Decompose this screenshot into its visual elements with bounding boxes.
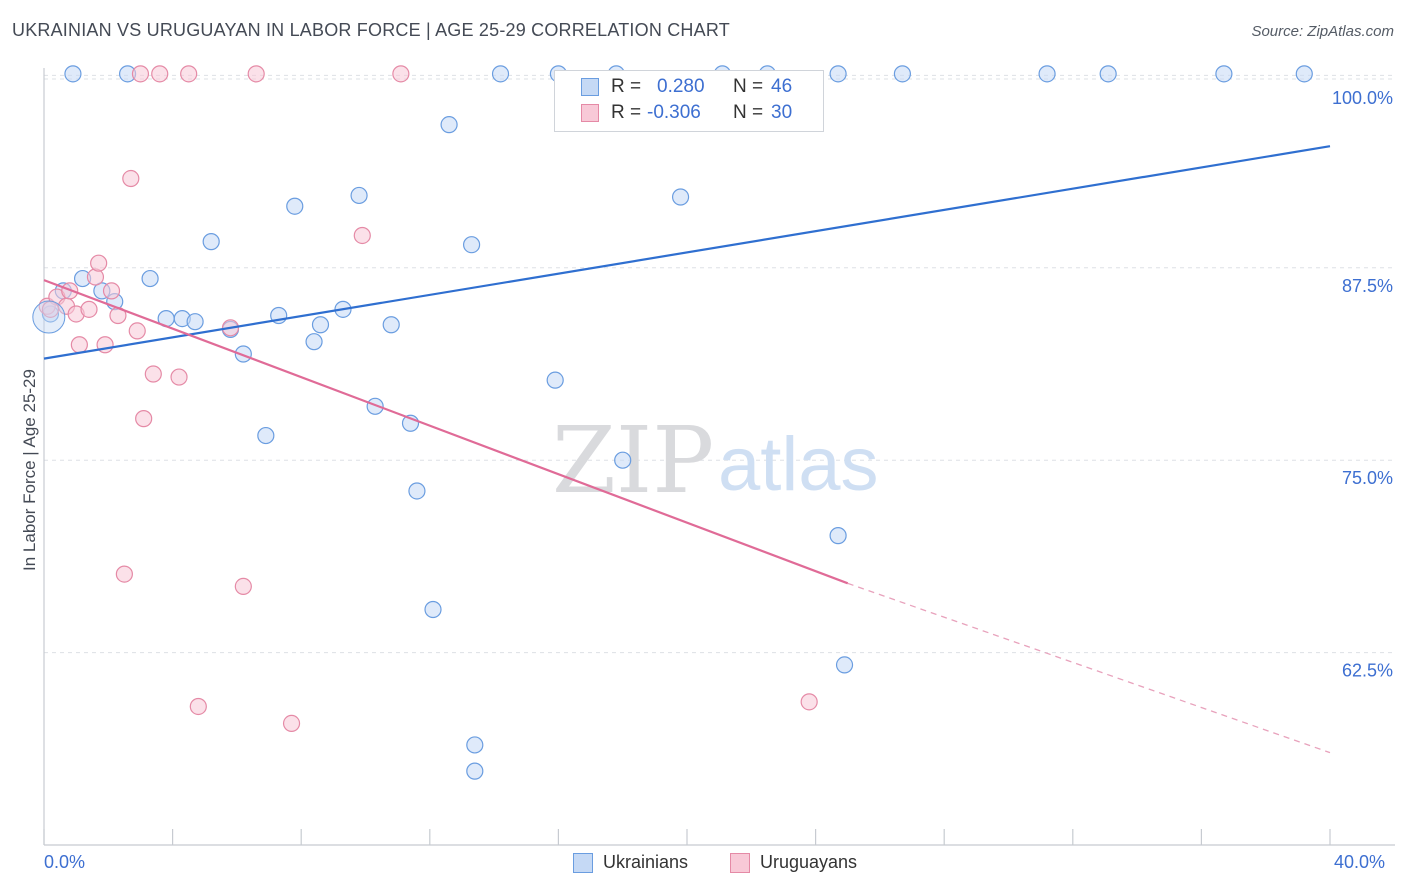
ukrainians-trend-line [43,145,1331,360]
ukrainians-point [32,300,66,334]
ukrainians-point [835,656,854,674]
uruguayans-point [189,697,207,716]
ukrainians-point [462,236,481,254]
n-value: 30 [771,102,793,123]
ukrainians-point [202,233,220,251]
ukrainians-point [829,65,847,83]
uruguayans-point [70,336,88,354]
ukrainians-point [141,269,159,288]
legend-label: Ukrainians [603,852,689,872]
x-tick-label-min: 0.0% [44,852,86,872]
uruguayans-point [234,577,252,596]
ukrainians-point [408,482,426,500]
ukrainians-point [893,65,912,83]
uruguayans-point [151,65,169,83]
uruguayans-point [392,65,410,83]
r-label: R = [611,102,642,123]
uruguayans-point [353,226,371,245]
uruguayans-legend-swatch [730,853,750,873]
uruguayans-point [102,282,121,300]
ukrainians-point [311,316,330,334]
trend-lines [43,145,1331,754]
chart-title: UKRAINIAN VS URUGUAYAN IN LABOR FORCE | … [12,20,730,40]
uruguayans-point [144,365,162,383]
ukrainians-point [546,371,564,389]
ukrainians-point [1295,65,1313,83]
uruguayans-swatch [581,104,599,122]
r-label: R = [611,76,642,97]
ukrainians-point [186,313,204,331]
ukrainians-point [671,188,690,206]
ukrainians-point [305,333,323,351]
ukrainians-point [1099,65,1117,83]
uruguayans-point [180,65,198,83]
ukrainians-point [614,451,632,469]
ukrainians-point [350,186,368,205]
ukrainians-point [1215,65,1233,83]
uruguayans-point [247,65,265,83]
watermark: ZIP atlas [552,407,879,514]
ukrainians-swatch [581,78,599,96]
watermark-atlas: atlas [718,422,879,507]
chart-source: Source: ZipAtlas.com [1251,23,1394,40]
ukrainians-point [491,65,510,83]
n-value: 46 [771,76,793,97]
watermark-zip: ZIP [552,407,714,514]
ukrainians-point [1038,65,1056,83]
ukrainians-point [829,527,847,545]
uruguayans-trend-extension [847,582,1331,754]
legend-label: Uruguayans [760,852,858,872]
ukrainians-point [64,65,82,83]
uruguayans-point [80,300,98,318]
uruguayans-point [135,410,153,428]
ukrainians-legend-swatch [573,853,593,873]
x-tick-label-max: 40.0% [1334,852,1386,872]
n-label: N = [733,76,764,97]
uruguayans-trend-line [43,279,849,585]
y-tick-label: 100.0% [1332,88,1393,108]
uruguayans-point [128,322,146,340]
axes [43,68,1395,846]
ukrainians-point [382,316,400,334]
y-tick-labels: 62.5% 75.0% 87.5% 100.0% [1332,88,1393,681]
y-tick-label: 62.5% [1342,661,1393,681]
uruguayans-point [115,565,133,583]
uruguayans-point [122,169,140,188]
uruguayans-point [131,65,150,83]
ukrainians-point [440,116,458,134]
y-tick-label: 75.0% [1342,468,1393,488]
r-value: -0.306 [647,102,701,123]
uruguayans-point [90,254,108,272]
ukrainians-point [286,197,304,215]
ukrainians-point [424,600,442,619]
ukrainians-point [366,397,384,415]
ukrainians-point [466,762,484,780]
ukrainians-point [257,426,275,445]
series-legend: Ukrainians Uruguayans [0,851,1406,879]
uruguayans-point [800,693,818,711]
correlation-legend: R = 0.280 N = 46 R = -0.306 N = 30 [554,70,824,132]
uruguayans-point [170,368,188,386]
uruguayans-point [282,714,301,733]
ukrainians-point [466,736,484,754]
n-label: N = [733,102,764,123]
y-tick-label: 87.5% [1342,276,1393,296]
r-value: 0.280 [657,76,705,97]
grid-lines [44,74,1395,654]
